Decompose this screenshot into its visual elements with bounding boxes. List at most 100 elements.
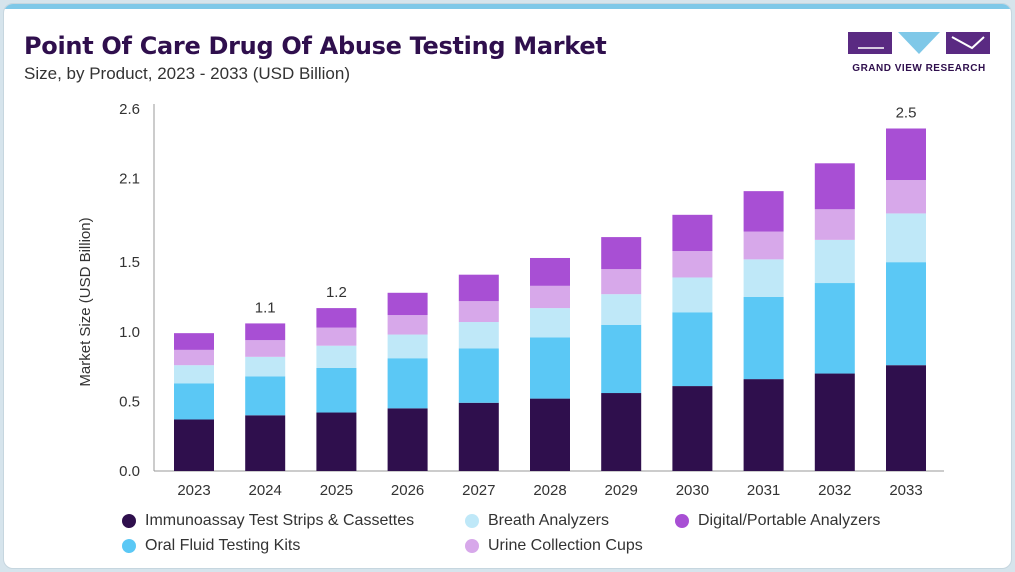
- bar-segment: [174, 333, 214, 350]
- bar-segment: [174, 349, 214, 366]
- data-labels: 1.1 1.2 2.5: [255, 104, 917, 316]
- bar-segment: [601, 393, 642, 471]
- x-tick-label: 2030: [676, 482, 709, 499]
- bar-segment: [530, 398, 570, 471]
- bar-segment: [886, 365, 926, 471]
- legend-item: Breath Analyzers: [465, 512, 675, 530]
- bar-segment: [530, 257, 570, 286]
- y-tick-label: 2.1: [119, 171, 140, 188]
- bar-segment: [174, 383, 214, 420]
- y-tick-label: 0.5: [119, 393, 140, 410]
- bar-segment: [245, 340, 286, 357]
- x-tick-label: 2031: [747, 482, 780, 499]
- legend-label: Oral Fluid Testing Kits: [145, 537, 301, 554]
- x-tick-label: 2033: [889, 482, 922, 499]
- chart-subtitle: Size, by Product, 2023 - 2033 (USD Billi…: [24, 64, 350, 83]
- bar-segment: [174, 419, 214, 471]
- bar-segment: [672, 277, 713, 313]
- bar-segment: [245, 323, 286, 341]
- bar-segment: [743, 296, 784, 380]
- bar-segment: [387, 292, 428, 316]
- legend-marker: [122, 539, 136, 553]
- bar-segment: [387, 334, 428, 359]
- legend-label: Urine Collection Cups: [488, 537, 643, 554]
- bar-segment: [814, 239, 855, 284]
- bar-segment: [458, 301, 499, 323]
- legend: Immunoassay Test Strips & Cassettes Breat…: [122, 512, 962, 555]
- bar-segment: [601, 324, 642, 394]
- bar-segment: [316, 345, 357, 368]
- bar-segment: [814, 373, 855, 471]
- legend-item: Urine Collection Cups: [465, 537, 675, 555]
- x-tick-label: 2029: [605, 482, 638, 499]
- bar-segment: [387, 315, 428, 335]
- x-ticks: 2023 2024 2025 2026 2027 2028 2029 2030 2031 2032…: [177, 482, 922, 499]
- legend-label: Breath Analyzers: [488, 512, 609, 529]
- bar-segment: [458, 322, 499, 349]
- grand-view-research-logo: [848, 32, 990, 54]
- bar-segment: [743, 191, 784, 232]
- bar-segment: [886, 128, 926, 181]
- bar-segment: [814, 283, 855, 374]
- bar-segment: [458, 348, 499, 403]
- bar-segment: [458, 402, 499, 471]
- bar-segment: [316, 308, 357, 328]
- x-tick-label: 2028: [533, 482, 566, 499]
- bar-segment: [743, 259, 784, 297]
- legend-item: Digital/Portable Analyzers: [675, 512, 935, 530]
- bar-segment: [672, 312, 713, 387]
- chart-card: Point Of Care Drug Of Abuse Testing Mark…: [3, 3, 1012, 569]
- legend-marker: [122, 514, 136, 528]
- x-tick-label: 2025: [320, 482, 353, 499]
- data-label: 1.2: [326, 284, 347, 301]
- bar-segment: [886, 213, 926, 263]
- x-tick-label: 2026: [391, 482, 424, 499]
- y-tick-label: 2.6: [119, 101, 140, 118]
- y-tick-label: 0.0: [119, 463, 140, 480]
- bar-segment: [672, 214, 713, 252]
- legend-item: Oral Fluid Testing Kits: [122, 537, 465, 555]
- legend-label: Digital/Portable Analyzers: [698, 512, 881, 529]
- bar-segment: [672, 251, 713, 278]
- bar-segment: [743, 231, 784, 260]
- x-tick-label: 2027: [462, 482, 495, 499]
- legend-marker: [465, 539, 479, 553]
- stacked-bar-chart: Market Size (USD Billion) 0.0 0.5 1.0 1.5 2.…: [77, 101, 944, 499]
- bars: [174, 128, 926, 471]
- bar-segment: [672, 386, 713, 471]
- y-ticks: 0.0 0.5 1.0 1.5 2.1 2.6: [119, 101, 140, 480]
- bar-segment: [387, 408, 428, 471]
- y-tick-label: 1.5: [119, 254, 140, 271]
- bar-segment: [245, 376, 286, 416]
- bar-segment: [245, 415, 286, 471]
- legend-item: Immunoassay Test Strips & Cassettes: [122, 512, 465, 530]
- bar-segment: [743, 379, 784, 471]
- logo-text: GRAND VIEW RESEARCH: [852, 63, 986, 74]
- x-tick-label: 2032: [818, 482, 851, 499]
- x-tick-label: 2023: [177, 482, 210, 499]
- bar-segment: [174, 365, 214, 384]
- bar-segment: [316, 412, 357, 471]
- bar-segment: [886, 180, 926, 214]
- y-tick-label: 1.0: [119, 324, 140, 341]
- data-label: 1.1: [255, 299, 276, 316]
- bar-segment: [601, 269, 642, 295]
- bar-segment: [245, 356, 286, 377]
- bar-segment: [387, 358, 428, 409]
- bar-segment: [886, 262, 926, 366]
- legend-label: Immunoassay Test Strips & Cassettes: [145, 512, 415, 529]
- accent-bar: [4, 4, 1011, 9]
- bar-segment: [601, 237, 642, 270]
- bar-segment: [316, 367, 357, 413]
- bar-segment: [530, 337, 570, 399]
- bar-segment: [316, 327, 357, 346]
- y-axis-label: Market Size (USD Billion): [77, 217, 94, 386]
- data-label: 2.5: [896, 104, 917, 121]
- bar-segment: [814, 209, 855, 240]
- bar-segment: [530, 308, 570, 338]
- bar-segment: [458, 274, 499, 302]
- legend-marker: [465, 514, 479, 528]
- legend-marker: [675, 514, 689, 528]
- chart-title: Point Of Care Drug Of Abuse Testing Mark…: [24, 32, 607, 60]
- bar-segment: [814, 163, 855, 210]
